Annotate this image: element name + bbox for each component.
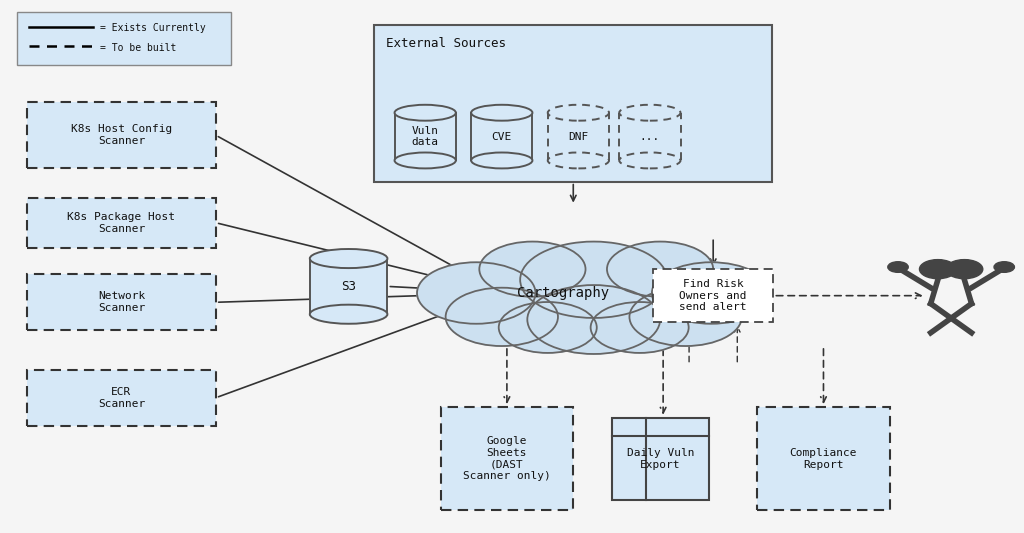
Text: ...: ... bbox=[640, 132, 660, 142]
Circle shape bbox=[994, 262, 1015, 272]
Ellipse shape bbox=[310, 305, 387, 324]
Polygon shape bbox=[394, 113, 456, 160]
Circle shape bbox=[888, 262, 908, 272]
Ellipse shape bbox=[548, 152, 609, 168]
Ellipse shape bbox=[310, 249, 387, 268]
Circle shape bbox=[520, 241, 668, 318]
FancyBboxPatch shape bbox=[27, 198, 216, 248]
Circle shape bbox=[607, 241, 713, 297]
FancyBboxPatch shape bbox=[16, 12, 231, 65]
Circle shape bbox=[946, 260, 983, 279]
Ellipse shape bbox=[471, 152, 532, 168]
Text: = Exists Currently: = Exists Currently bbox=[100, 23, 206, 33]
Text: Compliance
Report: Compliance Report bbox=[790, 448, 857, 470]
Circle shape bbox=[479, 241, 586, 297]
Polygon shape bbox=[310, 259, 387, 314]
FancyBboxPatch shape bbox=[27, 370, 216, 425]
Text: K8s Package Host
Scanner: K8s Package Host Scanner bbox=[68, 212, 175, 233]
Text: Network
Scanner: Network Scanner bbox=[97, 292, 145, 313]
Text: S3: S3 bbox=[341, 280, 356, 293]
Polygon shape bbox=[548, 113, 609, 160]
Text: External Sources: External Sources bbox=[386, 37, 507, 50]
FancyBboxPatch shape bbox=[27, 274, 216, 330]
Text: Vuln
data: Vuln data bbox=[412, 126, 438, 148]
Circle shape bbox=[527, 285, 660, 354]
FancyBboxPatch shape bbox=[757, 407, 890, 511]
Ellipse shape bbox=[394, 152, 456, 168]
Circle shape bbox=[499, 302, 597, 353]
Polygon shape bbox=[620, 113, 681, 160]
Text: Cartography: Cartography bbox=[517, 286, 609, 300]
FancyBboxPatch shape bbox=[27, 102, 216, 168]
Ellipse shape bbox=[548, 105, 609, 120]
Ellipse shape bbox=[620, 105, 681, 120]
FancyBboxPatch shape bbox=[440, 407, 573, 511]
Text: DNF: DNF bbox=[568, 132, 589, 142]
Polygon shape bbox=[471, 113, 532, 160]
FancyBboxPatch shape bbox=[653, 269, 773, 322]
Text: CVE: CVE bbox=[492, 132, 512, 142]
Text: Google
Sheets
(DAST
Scanner only): Google Sheets (DAST Scanner only) bbox=[463, 437, 551, 481]
Text: = To be built: = To be built bbox=[100, 43, 177, 53]
FancyBboxPatch shape bbox=[612, 418, 709, 500]
Ellipse shape bbox=[620, 152, 681, 168]
Text: K8s Host Config
Scanner: K8s Host Config Scanner bbox=[71, 125, 172, 146]
Circle shape bbox=[920, 260, 956, 279]
FancyBboxPatch shape bbox=[374, 25, 772, 182]
Circle shape bbox=[630, 288, 741, 346]
Circle shape bbox=[652, 262, 770, 324]
Text: Daily Vuln
Export: Daily Vuln Export bbox=[627, 448, 694, 470]
Ellipse shape bbox=[394, 105, 456, 120]
Ellipse shape bbox=[471, 105, 532, 120]
Circle shape bbox=[445, 288, 558, 346]
Text: ECR
Scanner: ECR Scanner bbox=[97, 387, 145, 408]
Circle shape bbox=[417, 262, 536, 324]
Text: Find Risk
Owners and
send alert: Find Risk Owners and send alert bbox=[680, 279, 746, 312]
Circle shape bbox=[591, 302, 689, 353]
